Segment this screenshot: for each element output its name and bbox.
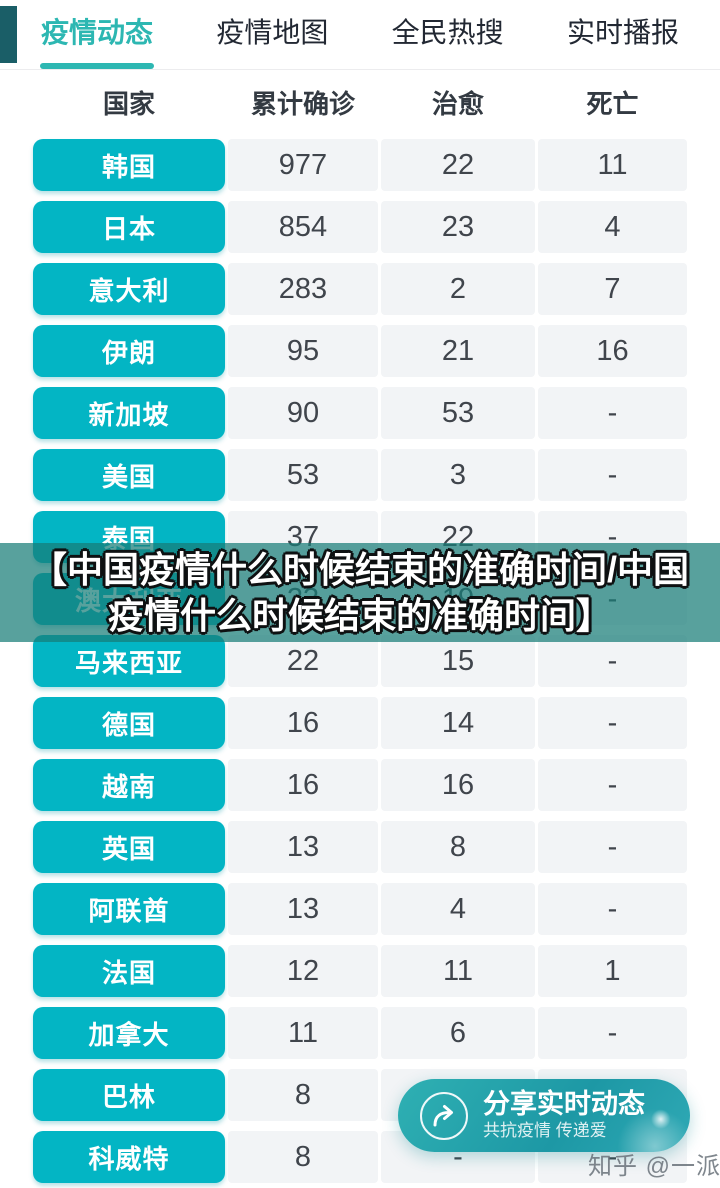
- table-row: 越南 16 16 -: [33, 759, 687, 811]
- share-live-updates-button[interactable]: 分享实时动态 共抗疫情 传递爱: [398, 1079, 690, 1152]
- header-confirmed: 累计确诊: [250, 88, 355, 119]
- cured-cell: 11: [381, 945, 535, 997]
- cured-cell: 6: [381, 1007, 535, 1059]
- cured-cell: 4: [381, 883, 535, 935]
- zhihu-watermark: 知乎 @一派: [588, 1153, 720, 1180]
- share-button-text: 分享实时动态 共抗疫情 传递爱: [483, 1089, 645, 1142]
- deaths-cell: -: [538, 821, 687, 873]
- table-row: 加拿大 11 6 -: [33, 1007, 687, 1059]
- deaths-cell: -: [538, 449, 687, 501]
- confirmed-cell: 283: [228, 263, 378, 315]
- country-cell[interactable]: 马来西亚: [33, 635, 225, 687]
- deaths-cell: -: [538, 759, 687, 811]
- table-row: 新加坡 90 53 -: [33, 387, 687, 439]
- country-cell[interactable]: 加拿大: [33, 1007, 225, 1059]
- deaths-cell: -: [538, 697, 687, 749]
- country-cell[interactable]: 英国: [33, 821, 225, 873]
- table-body: 韩国 977 22 11 日本 854 23 4 意大利 283 2 7 伊朗 …: [33, 139, 687, 1183]
- deaths-cell: 4: [538, 201, 687, 253]
- confirmed-cell: 11: [228, 1007, 378, 1059]
- header-country: 国家: [102, 88, 155, 119]
- confirmed-cell: 977: [228, 139, 378, 191]
- confirmed-cell: 13: [228, 883, 378, 935]
- country-cell[interactable]: 意大利: [33, 263, 225, 315]
- tab-epidemic-updates[interactable]: 疫情动态: [38, 0, 156, 69]
- country-cell[interactable]: 韩国: [33, 139, 225, 191]
- deaths-cell: -: [538, 883, 687, 935]
- confirmed-cell: 22: [228, 635, 378, 687]
- share-button-title: 分享实时动态: [483, 1089, 645, 1119]
- country-cell[interactable]: 科威特: [33, 1131, 225, 1183]
- table-row: 巴林 8 - -: [33, 1069, 687, 1121]
- caption-overlay-band: 【中国疫情什么时候结束的准确时间/中国 疫情什么时候结束的准确时间】: [0, 543, 720, 642]
- table-row: 科威特 8 - -: [33, 1131, 687, 1183]
- country-cell[interactable]: 阿联酋: [33, 883, 225, 935]
- caption-line-2: 疫情什么时候结束的准确时间】: [107, 594, 612, 636]
- cured-cell: 2: [381, 263, 535, 315]
- deaths-cell: -: [538, 387, 687, 439]
- confirmed-cell: 16: [228, 759, 378, 811]
- tab-epidemic-map[interactable]: 疫情地图: [216, 17, 329, 48]
- table-row: 伊朗 95 21 16: [33, 325, 687, 377]
- confirmed-cell: 12: [228, 945, 378, 997]
- deaths-cell: 7: [538, 263, 687, 315]
- country-cell[interactable]: 巴林: [33, 1069, 225, 1121]
- confirmed-cell: 16: [228, 697, 378, 749]
- table-row: 马来西亚 22 15 -: [33, 635, 687, 687]
- deaths-cell: -: [538, 1007, 687, 1059]
- cured-cell: 3: [381, 449, 535, 501]
- table-row: 阿联酋 13 4 -: [33, 883, 687, 935]
- cured-cell: 8: [381, 821, 535, 873]
- cured-cell: 16: [381, 759, 535, 811]
- caption-line-1: 【中国疫情什么时候结束的准确时间/中国: [30, 548, 689, 590]
- top-tab-bar: 疫情动态 疫情地图 全民热搜 实时播报: [0, 0, 720, 70]
- cured-cell: 22: [381, 139, 535, 191]
- confirmed-cell: 53: [228, 449, 378, 501]
- confirmed-cell: 8: [228, 1131, 378, 1183]
- confirmed-cell: 8: [228, 1069, 378, 1121]
- tab-hot-search[interactable]: 全民热搜: [391, 17, 504, 48]
- cured-cell: 53: [381, 387, 535, 439]
- country-cell[interactable]: 新加坡: [33, 387, 225, 439]
- country-cell[interactable]: 伊朗: [33, 325, 225, 377]
- deaths-cell: 11: [538, 139, 687, 191]
- cured-cell: 23: [381, 201, 535, 253]
- country-cell[interactable]: 日本: [33, 201, 225, 253]
- deaths-cell: 1: [538, 945, 687, 997]
- deaths-cell: -: [538, 635, 687, 687]
- country-cell[interactable]: 法国: [33, 945, 225, 997]
- table-row: 美国 53 3 -: [33, 449, 687, 501]
- confirmed-cell: 95: [228, 325, 378, 377]
- clipped-ui-fragment: [0, 6, 17, 63]
- header-deaths: 死亡: [586, 88, 639, 119]
- country-cell[interactable]: 越南: [33, 759, 225, 811]
- cured-cell: 14: [381, 697, 535, 749]
- table-row: 法国 12 11 1: [33, 945, 687, 997]
- confirmed-cell: 13: [228, 821, 378, 873]
- country-cell[interactable]: 德国: [33, 697, 225, 749]
- cured-cell: 21: [381, 325, 535, 377]
- table-header-row: 国家 累计确诊 治愈 死亡: [33, 70, 687, 134]
- table-row: 日本 854 23 4: [33, 201, 687, 253]
- confirmed-cell: 90: [228, 387, 378, 439]
- header-cured: 治愈: [431, 88, 484, 119]
- country-cell[interactable]: 美国: [33, 449, 225, 501]
- table-row: 意大利 283 2 7: [33, 263, 687, 315]
- table-row: 韩国 977 22 11: [33, 139, 687, 191]
- table-row: 德国 16 14 -: [33, 697, 687, 749]
- cured-cell: 15: [381, 635, 535, 687]
- share-forward-arrow-icon: [420, 1091, 468, 1140]
- deaths-cell: 16: [538, 325, 687, 377]
- tab-live-broadcast[interactable]: 实时播报: [566, 17, 679, 48]
- confirmed-cell: 854: [228, 201, 378, 253]
- table-row: 英国 13 8 -: [33, 821, 687, 873]
- share-button-subtitle: 共抗疫情 传递爱: [483, 1121, 607, 1140]
